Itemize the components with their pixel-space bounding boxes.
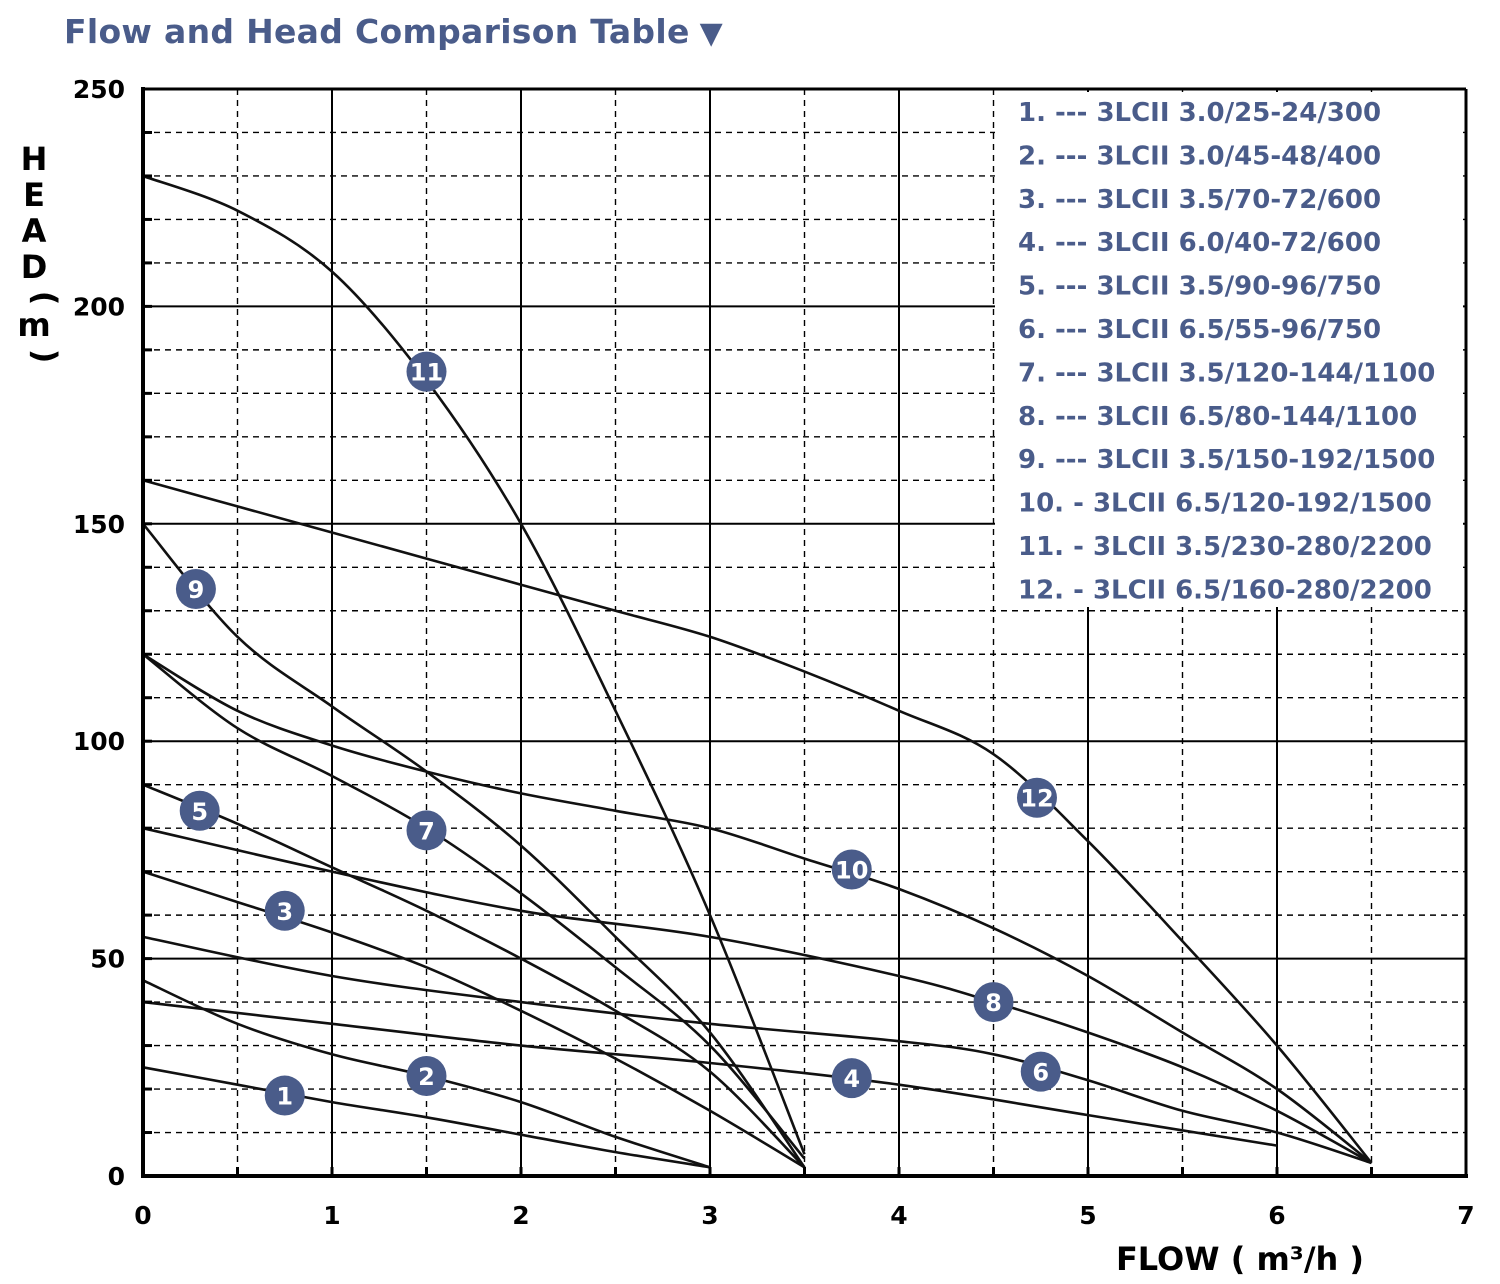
series-line-4 bbox=[142, 1000, 1278, 1147]
x-tick-label: 7 bbox=[1457, 1201, 1474, 1230]
series-line-7 bbox=[142, 653, 806, 1160]
curve-marker-label-3: 3 bbox=[276, 898, 293, 926]
x-tick-label: 6 bbox=[1268, 1201, 1285, 1230]
triangle-down-icon: ▼ bbox=[699, 16, 724, 51]
y-tick-label: 100 bbox=[73, 727, 125, 756]
y-axis-label-char: E bbox=[23, 176, 45, 214]
curve-marker-11 bbox=[406, 351, 447, 392]
curve-marker-label-11: 11 bbox=[410, 359, 443, 387]
y-tick-label: 200 bbox=[73, 292, 125, 321]
curve-marker-label-10: 10 bbox=[835, 856, 868, 884]
series-line-3 bbox=[142, 870, 806, 1169]
legend-entry-4: 4. --- 3LCII 6.0/40-72/600 bbox=[1018, 228, 1381, 258]
y-axis-label-char: ) bbox=[26, 349, 64, 364]
curve-marker-10 bbox=[831, 849, 872, 890]
legend-entry-6: 6. --- 3LCII 6.5/55-96/750 bbox=[1018, 315, 1381, 345]
major-grid bbox=[143, 89, 1466, 1176]
legend-entry-2: 2. --- 3LCII 3.0/45-48/400 bbox=[1018, 141, 1381, 171]
series-line-8 bbox=[142, 826, 1373, 1165]
series-line-1 bbox=[142, 1066, 711, 1169]
legend-background bbox=[995, 92, 1463, 607]
series-line-10 bbox=[142, 653, 1373, 1165]
legend-entry-1: 1. --- 3LCII 3.0/25-24/300 bbox=[1018, 98, 1381, 128]
curve-marker-7 bbox=[406, 810, 447, 851]
legend-entry-3: 3. --- 3LCII 3.5/70-72/600 bbox=[1018, 185, 1381, 215]
y-axis-label-char: A bbox=[22, 212, 47, 250]
chart-title: Flow and Head Comparison Table ▼ bbox=[64, 12, 723, 51]
curve-marker-12 bbox=[1016, 777, 1057, 818]
y-axis-label-char: m bbox=[17, 306, 50, 344]
series-line-9 bbox=[142, 522, 806, 1169]
x-tick-label: 0 bbox=[134, 1201, 151, 1230]
legend-entry-5: 5. --- 3LCII 3.5/90-96/750 bbox=[1018, 272, 1381, 302]
series-line-5 bbox=[142, 783, 806, 1169]
y-axis-label-char: ( bbox=[26, 291, 64, 306]
legend-box bbox=[995, 92, 1463, 607]
curve-marker-3 bbox=[264, 890, 305, 931]
y-axis-label-char: H bbox=[21, 140, 48, 178]
legend-entry-12: 12. - 3LCII 6.5/160-280/2200 bbox=[1018, 575, 1432, 605]
curve-marker-5 bbox=[179, 790, 220, 831]
curve-marker-label-4: 4 bbox=[843, 1065, 860, 1093]
curve-marker-8 bbox=[973, 982, 1014, 1023]
curves bbox=[142, 174, 1373, 1169]
legend-entry-10: 10. - 3LCII 6.5/120-192/1500 bbox=[1018, 489, 1432, 519]
legend-entry-11: 11. - 3LCII 3.5/230-280/2200 bbox=[1018, 532, 1432, 562]
curve-marker-2 bbox=[406, 1055, 447, 1096]
legend-entry-7: 7. --- 3LCII 3.5/120-144/1100 bbox=[1018, 358, 1435, 388]
legend: 1. --- 3LCII 3.0/25-24/300 2. --- 3LCII 3… bbox=[1018, 98, 1435, 605]
y-tick-label: 150 bbox=[73, 510, 125, 539]
x-tick-label: 4 bbox=[890, 1201, 907, 1230]
curve-marker-label-8: 8 bbox=[985, 989, 1002, 1017]
axes bbox=[141, 87, 1468, 1178]
y-tick-label: 250 bbox=[73, 75, 125, 104]
x-tick-label: 5 bbox=[1079, 1201, 1096, 1230]
series-line-6 bbox=[142, 935, 1372, 1165]
curve-marker-1 bbox=[264, 1075, 305, 1116]
curve-marker-label-5: 5 bbox=[191, 798, 208, 826]
x-axis-label: FLOW ( m³/h ) bbox=[1116, 1240, 1364, 1278]
chart-title-text: Flow and Head Comparison Table bbox=[64, 12, 690, 51]
curve-marker-label-7: 7 bbox=[418, 817, 435, 845]
curve-marker-6 bbox=[1020, 1051, 1061, 1092]
curve-marker-4 bbox=[831, 1058, 872, 1099]
series-line-12 bbox=[142, 479, 1373, 1164]
curve-marker-label-1: 1 bbox=[276, 1083, 293, 1111]
curve-marker-label-9: 9 bbox=[188, 576, 205, 604]
x-tick-label: 2 bbox=[512, 1201, 529, 1230]
x-tick-label: 3 bbox=[701, 1201, 718, 1230]
curve-marker-9 bbox=[175, 569, 216, 610]
legend-entry-9: 9. --- 3LCII 3.5/150-192/1500 bbox=[1018, 445, 1435, 475]
curve-marker-label-6: 6 bbox=[1032, 1059, 1049, 1087]
y-tick-label: 50 bbox=[90, 945, 125, 974]
curve-marker-label-2: 2 bbox=[418, 1063, 435, 1091]
y-tick-label: 0 bbox=[108, 1162, 125, 1191]
y-axis-label-char: D bbox=[21, 248, 48, 286]
curve-marker-label-12: 12 bbox=[1020, 785, 1053, 813]
legend-entry-8: 8. --- 3LCII 6.5/80-144/1100 bbox=[1018, 402, 1417, 432]
x-tick-label: 1 bbox=[323, 1201, 340, 1230]
series-line-11 bbox=[142, 174, 806, 1155]
